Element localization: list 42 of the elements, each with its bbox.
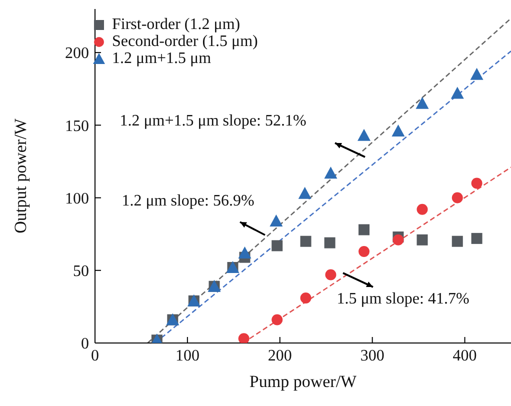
legend-label: Second-order (1.5 μm) (112, 33, 258, 50)
x-tick-label: 100 (175, 347, 200, 364)
point (238, 333, 250, 343)
point (416, 96, 429, 109)
x-axis-title: Pump power/W (249, 372, 358, 391)
y-tick-label: 150 (65, 118, 89, 135)
y-tick-label: 0 (81, 336, 89, 353)
annotation: 1.2 μm+1.5 μm slope: 52.1% (120, 112, 306, 130)
legend-label: 1.2 μm+1.5 μm (112, 50, 212, 67)
x-tick-label: 200 (268, 347, 292, 364)
y-tick-label: 50 (73, 263, 89, 280)
point (358, 128, 371, 141)
y-tick-label: 200 (65, 45, 89, 62)
point (298, 186, 312, 199)
point (392, 234, 404, 246)
point (270, 214, 283, 227)
point (324, 166, 338, 179)
annotation: 1.5 μm slope: 41.7% (336, 290, 470, 308)
point (416, 234, 428, 246)
y-axis-title: Output power/W (11, 118, 30, 234)
point (392, 124, 405, 136)
legend-label: First-order (1.2 μm) (112, 16, 240, 33)
point (325, 269, 336, 280)
point (324, 237, 336, 248)
point (272, 314, 283, 326)
x-tick-label: 300 (360, 347, 384, 364)
point (358, 246, 370, 258)
point (470, 68, 484, 80)
point (471, 232, 482, 244)
point (238, 246, 252, 258)
point (300, 292, 312, 304)
point (272, 240, 283, 252)
point (358, 224, 370, 236)
point (471, 178, 482, 189)
point (300, 236, 312, 247)
y-tick-label: 100 (65, 190, 89, 208)
point (452, 236, 463, 247)
point (452, 192, 463, 204)
annotation: 1.2 μm slope: 56.9% (122, 192, 254, 210)
point (450, 86, 464, 99)
x-tick-label: 400 (452, 347, 477, 364)
point (416, 204, 428, 215)
